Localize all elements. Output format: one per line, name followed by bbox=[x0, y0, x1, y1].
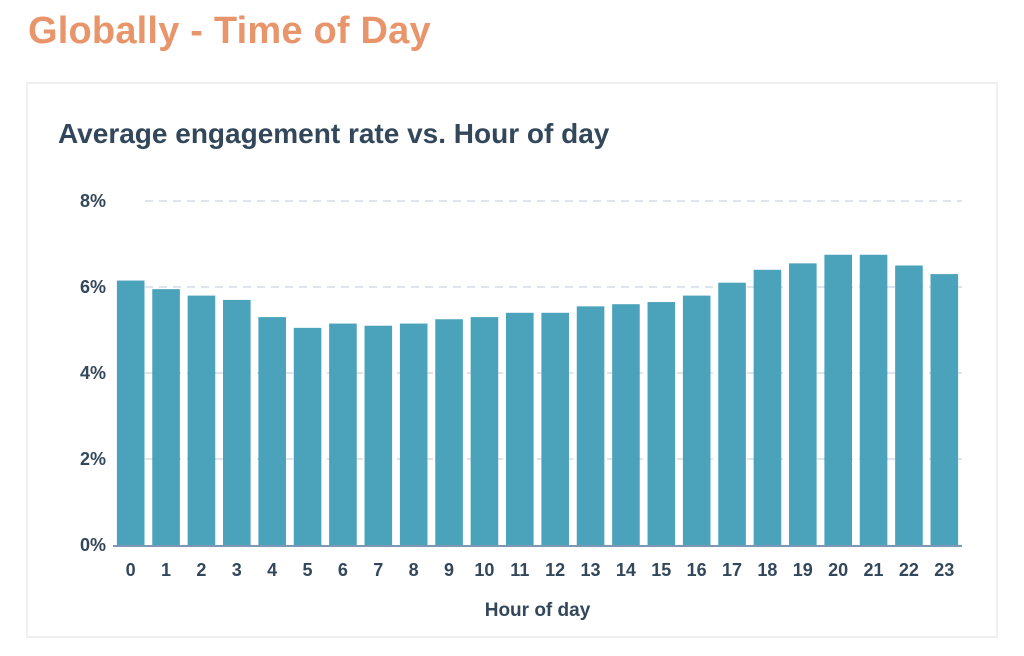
bar-hour-6[interactable] bbox=[329, 323, 357, 545]
x-tick-label: 5 bbox=[303, 560, 313, 580]
y-tick-label: 2% bbox=[80, 449, 106, 469]
x-tick-label: 4 bbox=[267, 560, 277, 580]
x-tick-label: 23 bbox=[934, 560, 954, 580]
x-tick-label: 2 bbox=[196, 560, 206, 580]
x-tick-label: 19 bbox=[793, 560, 813, 580]
bar-hour-19[interactable] bbox=[789, 263, 817, 545]
bar-hour-12[interactable] bbox=[541, 312, 569, 545]
y-tick-label: 6% bbox=[80, 277, 106, 297]
x-tick-label: 18 bbox=[757, 560, 777, 580]
bar-hour-5[interactable] bbox=[293, 327, 322, 545]
x-tick-label: 1 bbox=[161, 560, 171, 580]
x-tick-label: 11 bbox=[510, 560, 529, 580]
bar-hour-14[interactable] bbox=[612, 304, 640, 545]
bar-hour-4[interactable] bbox=[258, 317, 286, 545]
x-tick-label: 15 bbox=[651, 560, 671, 580]
bar-hour-1[interactable] bbox=[152, 289, 180, 545]
x-tick-label: 10 bbox=[474, 560, 494, 580]
bar-hour-2[interactable] bbox=[187, 295, 216, 545]
x-tick-label: 22 bbox=[899, 560, 919, 580]
y-tick-label: 4% bbox=[80, 363, 106, 383]
x-tick-label: 0 bbox=[126, 560, 136, 580]
x-tick-label: 9 bbox=[444, 560, 454, 580]
x-tick-label: 14 bbox=[616, 560, 636, 580]
x-tick-label: 7 bbox=[373, 560, 383, 580]
bar-hour-8[interactable] bbox=[399, 323, 428, 545]
bar-hour-21[interactable] bbox=[859, 254, 888, 545]
x-tick-label: 17 bbox=[722, 560, 742, 580]
bar-hour-16[interactable] bbox=[682, 295, 711, 545]
chart-title: Average engagement rate vs. Hour of day bbox=[58, 118, 610, 149]
bar-hour-22[interactable] bbox=[895, 265, 923, 546]
x-tick-label: 8 bbox=[409, 560, 419, 580]
bar-hour-23[interactable] bbox=[930, 274, 959, 545]
y-axis-ticks: 0% 2% 4% 6% 8% bbox=[80, 191, 106, 555]
bar-hour-7[interactable] bbox=[364, 325, 393, 545]
bar-hour-20[interactable] bbox=[824, 254, 852, 545]
y-tick-label: 8% bbox=[80, 191, 106, 211]
x-axis-title: Hour of day bbox=[485, 600, 591, 621]
bar-hour-9[interactable] bbox=[435, 319, 463, 545]
bar-hour-13[interactable] bbox=[576, 306, 605, 545]
bars bbox=[116, 254, 959, 546]
x-tick-label: 3 bbox=[232, 560, 242, 580]
bar-hour-17[interactable] bbox=[718, 282, 746, 545]
bar-hour-0[interactable] bbox=[116, 280, 145, 545]
x-axis-ticks: 0 1 2 3 4 5 6 7 8 9 10 11 12 13 14 15 16 17 18 19 20 21 22 23 bbox=[126, 560, 955, 580]
bar-hour-18[interactable] bbox=[753, 269, 782, 545]
y-tick-label: 0% bbox=[80, 535, 106, 555]
x-tick-label: 13 bbox=[581, 560, 601, 580]
bar-hour-11[interactable] bbox=[506, 312, 534, 545]
bar-hour-15[interactable] bbox=[647, 302, 676, 545]
x-tick-label: 12 bbox=[545, 560, 565, 580]
x-tick-label: 16 bbox=[687, 560, 707, 580]
x-tick-label: 20 bbox=[828, 560, 848, 580]
page-heading: Globally - Time of Day bbox=[28, 10, 431, 52]
x-tick-label: 21 bbox=[864, 560, 884, 580]
x-tick-label: 6 bbox=[338, 560, 348, 580]
bar-hour-10[interactable] bbox=[470, 317, 499, 545]
bar-hour-3[interactable] bbox=[223, 299, 251, 545]
